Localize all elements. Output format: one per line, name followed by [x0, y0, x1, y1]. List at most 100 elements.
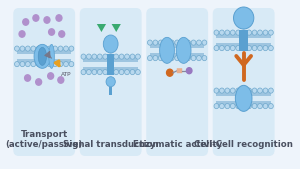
Circle shape [252, 88, 257, 93]
Circle shape [130, 54, 135, 59]
Circle shape [225, 45, 230, 51]
Circle shape [164, 40, 169, 45]
Circle shape [56, 15, 62, 21]
Bar [83, 67, 138, 72]
Circle shape [214, 45, 219, 51]
Circle shape [69, 62, 74, 67]
Bar [216, 33, 271, 38]
Circle shape [98, 54, 102, 59]
Circle shape [241, 88, 246, 93]
Circle shape [64, 62, 68, 67]
Circle shape [268, 30, 273, 35]
Circle shape [236, 45, 241, 51]
Circle shape [175, 40, 180, 45]
Circle shape [106, 77, 115, 87]
Circle shape [186, 55, 190, 61]
Ellipse shape [103, 35, 118, 53]
Circle shape [14, 62, 20, 67]
Circle shape [241, 103, 246, 109]
Circle shape [241, 45, 246, 51]
Circle shape [130, 69, 135, 75]
Bar [17, 59, 71, 64]
Polygon shape [112, 24, 121, 32]
Circle shape [48, 73, 54, 79]
Circle shape [58, 46, 63, 51]
Circle shape [196, 55, 201, 61]
FancyBboxPatch shape [177, 68, 182, 73]
Circle shape [36, 46, 41, 51]
Circle shape [81, 54, 86, 59]
Circle shape [167, 69, 173, 76]
Circle shape [175, 55, 180, 61]
Bar [17, 49, 71, 54]
Ellipse shape [235, 85, 252, 111]
Circle shape [136, 69, 140, 75]
Circle shape [258, 103, 262, 109]
Circle shape [119, 69, 124, 75]
Circle shape [169, 40, 174, 45]
Circle shape [119, 54, 124, 59]
Circle shape [263, 45, 268, 51]
Circle shape [103, 69, 108, 75]
Bar [150, 43, 204, 48]
Circle shape [220, 45, 224, 51]
Circle shape [225, 88, 230, 93]
Circle shape [153, 55, 158, 61]
Circle shape [19, 31, 25, 37]
Circle shape [263, 88, 268, 93]
Circle shape [236, 88, 241, 93]
Circle shape [247, 103, 251, 109]
Circle shape [230, 45, 235, 51]
Circle shape [252, 103, 257, 109]
FancyBboxPatch shape [13, 8, 75, 156]
Circle shape [49, 29, 55, 35]
Ellipse shape [176, 37, 191, 63]
Circle shape [44, 17, 50, 23]
Circle shape [92, 54, 97, 59]
Circle shape [36, 62, 41, 67]
Bar [239, 30, 248, 51]
Circle shape [236, 103, 241, 109]
Circle shape [258, 88, 262, 93]
Circle shape [158, 55, 163, 61]
Text: Transport
(active/passive): Transport (active/passive) [6, 130, 83, 149]
Circle shape [220, 30, 224, 35]
Circle shape [186, 68, 192, 74]
Circle shape [180, 55, 185, 61]
Circle shape [164, 55, 169, 61]
Circle shape [252, 30, 257, 35]
Text: Cell-Cell recognition: Cell-Cell recognition [194, 140, 293, 149]
Bar [216, 91, 271, 96]
FancyBboxPatch shape [80, 8, 142, 156]
Circle shape [263, 30, 268, 35]
Circle shape [191, 55, 196, 61]
Bar [109, 87, 112, 95]
Circle shape [263, 103, 268, 109]
Circle shape [92, 69, 97, 75]
Circle shape [230, 88, 235, 93]
Circle shape [69, 46, 74, 51]
Circle shape [14, 46, 20, 51]
Circle shape [23, 19, 29, 25]
Circle shape [31, 62, 36, 67]
Circle shape [53, 62, 58, 67]
Circle shape [98, 69, 102, 75]
Ellipse shape [160, 37, 174, 63]
Circle shape [114, 54, 118, 59]
Circle shape [47, 62, 52, 67]
Circle shape [230, 103, 235, 109]
Circle shape [103, 54, 108, 59]
Circle shape [214, 30, 219, 35]
Circle shape [202, 55, 207, 61]
Circle shape [36, 79, 42, 85]
FancyBboxPatch shape [146, 8, 208, 156]
Circle shape [169, 55, 174, 61]
FancyBboxPatch shape [213, 8, 274, 156]
Text: Signal transduction: Signal transduction [63, 140, 158, 149]
Circle shape [225, 103, 230, 109]
Circle shape [225, 30, 230, 35]
Circle shape [20, 46, 25, 51]
Circle shape [268, 45, 273, 51]
Bar [216, 101, 271, 106]
Circle shape [214, 88, 219, 93]
